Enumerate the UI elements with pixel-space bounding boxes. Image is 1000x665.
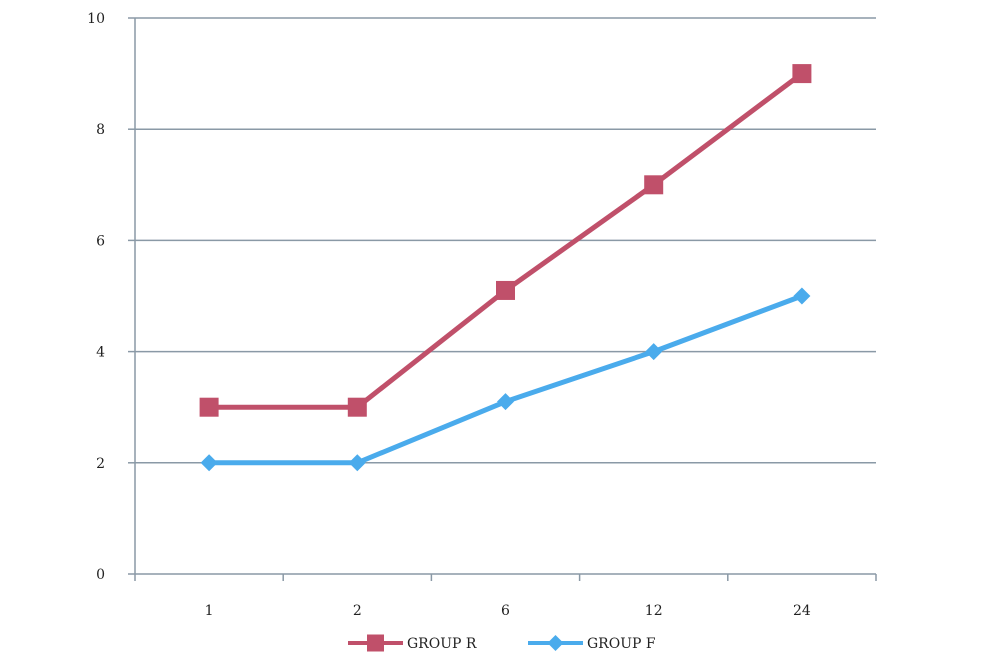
- x-tick-label: 6: [501, 603, 510, 619]
- y-tick-label: 6: [96, 233, 105, 249]
- series-line: [209, 293, 803, 466]
- y-tick-label: 10: [87, 11, 105, 27]
- legend-item: GROUP R: [348, 634, 477, 652]
- data-point: [644, 175, 664, 195]
- y-tick-label: 8: [96, 122, 105, 138]
- series-group-r: [199, 64, 812, 417]
- legend-label: GROUP F: [587, 636, 656, 652]
- legend-marker: [547, 635, 564, 651]
- x-tick-label: 24: [793, 603, 811, 619]
- y-tick-label: 2: [96, 456, 105, 472]
- legend-label: GROUP R: [407, 636, 477, 652]
- series-group: [199, 64, 812, 472]
- gridlines: [135, 17, 876, 464]
- x-tick-label: 2: [353, 603, 362, 619]
- data-point: [199, 397, 219, 417]
- y-tick-label: 4: [96, 345, 105, 361]
- data-point: [200, 454, 218, 472]
- data-point: [645, 343, 663, 361]
- series-group-f: [200, 287, 811, 472]
- y-tick-label: 0: [96, 567, 105, 583]
- x-tick-label: 12: [645, 603, 663, 619]
- data-point: [348, 454, 366, 472]
- x-tick-label: 1: [205, 603, 214, 619]
- axes: [128, 17, 877, 581]
- data-point: [496, 280, 515, 300]
- data-point: [792, 64, 812, 84]
- y-tick-labels: 0 2 4 6 8 10: [87, 11, 105, 583]
- data-point: [497, 393, 514, 411]
- legend: GROUP R GROUP F: [348, 634, 656, 652]
- legend-item: GROUP F: [528, 635, 656, 652]
- data-point: [347, 397, 367, 417]
- x-tick-labels: 1 2 6 12 24: [205, 603, 811, 619]
- data-point: [793, 287, 811, 305]
- legend-marker: [367, 634, 384, 652]
